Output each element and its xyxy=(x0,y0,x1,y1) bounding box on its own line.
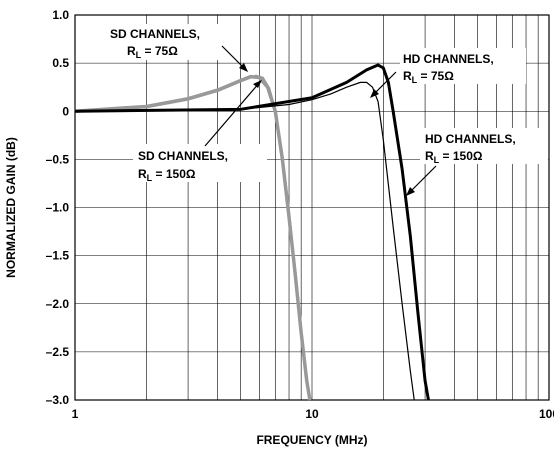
y-tick-label: 0.5 xyxy=(52,56,69,70)
arrow xyxy=(407,165,437,195)
annotation-rest: = 150Ω xyxy=(152,167,196,181)
annotation-rest: = 150Ω xyxy=(439,149,483,163)
plot-frame xyxy=(74,14,550,401)
y-tick-label: 1.0 xyxy=(52,8,69,22)
annotation-r: R xyxy=(138,167,147,181)
arrowhead xyxy=(370,89,379,98)
annotation-r: R xyxy=(425,149,434,163)
annotation-text: SD CHANNELS, xyxy=(138,149,228,163)
label-box xyxy=(400,48,526,84)
annotation-sub: L xyxy=(147,173,153,183)
x-tick-label: 1 xyxy=(72,407,79,421)
series-line xyxy=(74,81,415,401)
annotation-text: RL = 150Ω xyxy=(138,167,196,183)
y-tick-label: –1.5 xyxy=(46,249,70,263)
lines xyxy=(74,63,430,401)
annotation-text: HD CHANNELS, xyxy=(425,132,516,146)
arrowhead xyxy=(239,63,248,72)
y-tick-label: –1.0 xyxy=(46,201,70,215)
arrowheads xyxy=(239,63,415,196)
annotation-r: R xyxy=(403,69,412,83)
annotation-rest: = 75Ω xyxy=(417,69,454,83)
annotation-rest: = 75Ω xyxy=(141,44,178,58)
annotation-r: R xyxy=(127,44,136,58)
series-line xyxy=(74,74,312,401)
y-tick-label: –3.0 xyxy=(46,393,70,407)
series-line xyxy=(74,74,311,401)
label-box xyxy=(105,24,229,60)
y-tick-label: –2.0 xyxy=(46,297,70,311)
arrowhead xyxy=(406,187,415,196)
arrow xyxy=(204,81,261,147)
annotation-text: SD CHANNELS, xyxy=(110,27,200,41)
annotation-text: RL = 75Ω xyxy=(127,44,178,60)
annotation-text: RL = 150Ω xyxy=(425,149,483,165)
label-box xyxy=(420,128,548,164)
x-axis-label: FREQUENCY (MHz) xyxy=(256,433,367,447)
x-tick-label: 10 xyxy=(305,407,319,421)
label-box xyxy=(133,144,267,182)
series-line xyxy=(74,63,430,401)
annotation-sub: L xyxy=(412,75,418,85)
annotation-sub: L xyxy=(136,50,142,60)
annotation-sub: L xyxy=(434,155,440,165)
y-tick-label: 0 xyxy=(62,104,69,118)
annotation-text: HD CHANNELS, xyxy=(403,52,494,66)
x-tick-label: 100 xyxy=(539,407,554,421)
arrowhead xyxy=(253,80,262,88)
y-axis-label: NORMALIZED GAIN (dB) xyxy=(4,137,18,278)
annotation-text: RL = 75Ω xyxy=(403,69,454,85)
y-tick-label: –0.5 xyxy=(46,152,70,166)
y-tick-label: –2.5 xyxy=(46,345,70,359)
